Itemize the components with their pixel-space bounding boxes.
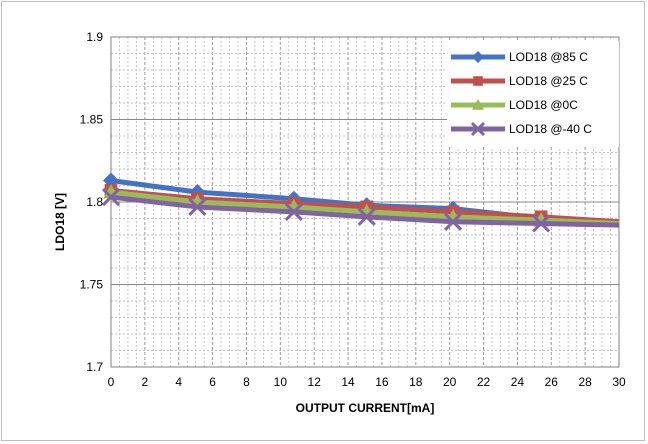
- legend-swatch-marker: [472, 51, 484, 63]
- x-tick-label: 10: [274, 375, 288, 389]
- legend-label: LOD18 @0C: [509, 98, 578, 112]
- legend-swatch-marker: [472, 99, 484, 110]
- series-layer: [101, 172, 620, 233]
- data-point: [188, 197, 207, 217]
- x-tick-label: 12: [308, 375, 322, 389]
- data-point: [443, 212, 463, 231]
- x-tick-label: 0: [108, 375, 115, 389]
- x-tick-label: 24: [511, 375, 525, 389]
- x-tick-label: 20: [443, 375, 457, 389]
- x-tick-label: 4: [175, 375, 182, 389]
- legend-swatch-marker: [473, 76, 483, 86]
- marker-stroke: [357, 207, 376, 226]
- marker-stroke: [188, 197, 207, 217]
- x-tick-label: 14: [341, 375, 355, 389]
- y-tick-label: 1.9: [86, 30, 103, 44]
- x-axis-title: OUTPUT CURRENT[mA]: [296, 401, 435, 415]
- y-tick-labels: 1.7 1.75 1.8 1.85 1.9: [80, 30, 104, 374]
- x-tick-label: 28: [578, 375, 592, 389]
- x-tick-label: 16: [375, 375, 389, 389]
- plot-area-border: [110, 36, 620, 368]
- y-tick-label: 1.85: [80, 113, 104, 127]
- x-tick-label: 8: [243, 375, 250, 389]
- y-tick-label: 1.7: [86, 360, 103, 374]
- legend-label: LOD18 @85 C: [509, 50, 588, 64]
- marker-stroke: [284, 202, 303, 221]
- data-point: [532, 214, 551, 233]
- marker-stroke: [443, 212, 463, 231]
- legend: LOD18 @85 C LOD18 @25 C LOD18 @0C LOD18 @-4…: [447, 41, 619, 147]
- marker-stroke: [470, 121, 486, 137]
- x-tick-label: 2: [142, 375, 149, 389]
- x-tick-label: 22: [477, 375, 491, 389]
- x-tick-label: 30: [612, 375, 626, 389]
- marker-stroke: [532, 214, 551, 233]
- y-axis-title: LDO18 [V]: [53, 193, 67, 251]
- data-point: [284, 202, 303, 221]
- series-4: [101, 187, 620, 233]
- x-tick-label: 26: [545, 375, 559, 389]
- data-point: [101, 187, 121, 207]
- x-tick-label: 18: [409, 375, 423, 389]
- x-tick-label: 6: [209, 375, 216, 389]
- legend-swatch-marker: [470, 121, 486, 137]
- y-tick-label: 1.75: [80, 278, 104, 292]
- data-point: [357, 207, 376, 226]
- legend-label: LOD18 @-40 C: [509, 122, 592, 136]
- legend-label: LOD18 @25 C: [509, 74, 588, 88]
- marker-stroke: [101, 187, 121, 207]
- x-tick-labels: 0 2 4 6 8 10 12 14 16 18 20 22 24 26 28 30: [108, 375, 626, 389]
- y-tick-label: 1.8: [86, 195, 103, 209]
